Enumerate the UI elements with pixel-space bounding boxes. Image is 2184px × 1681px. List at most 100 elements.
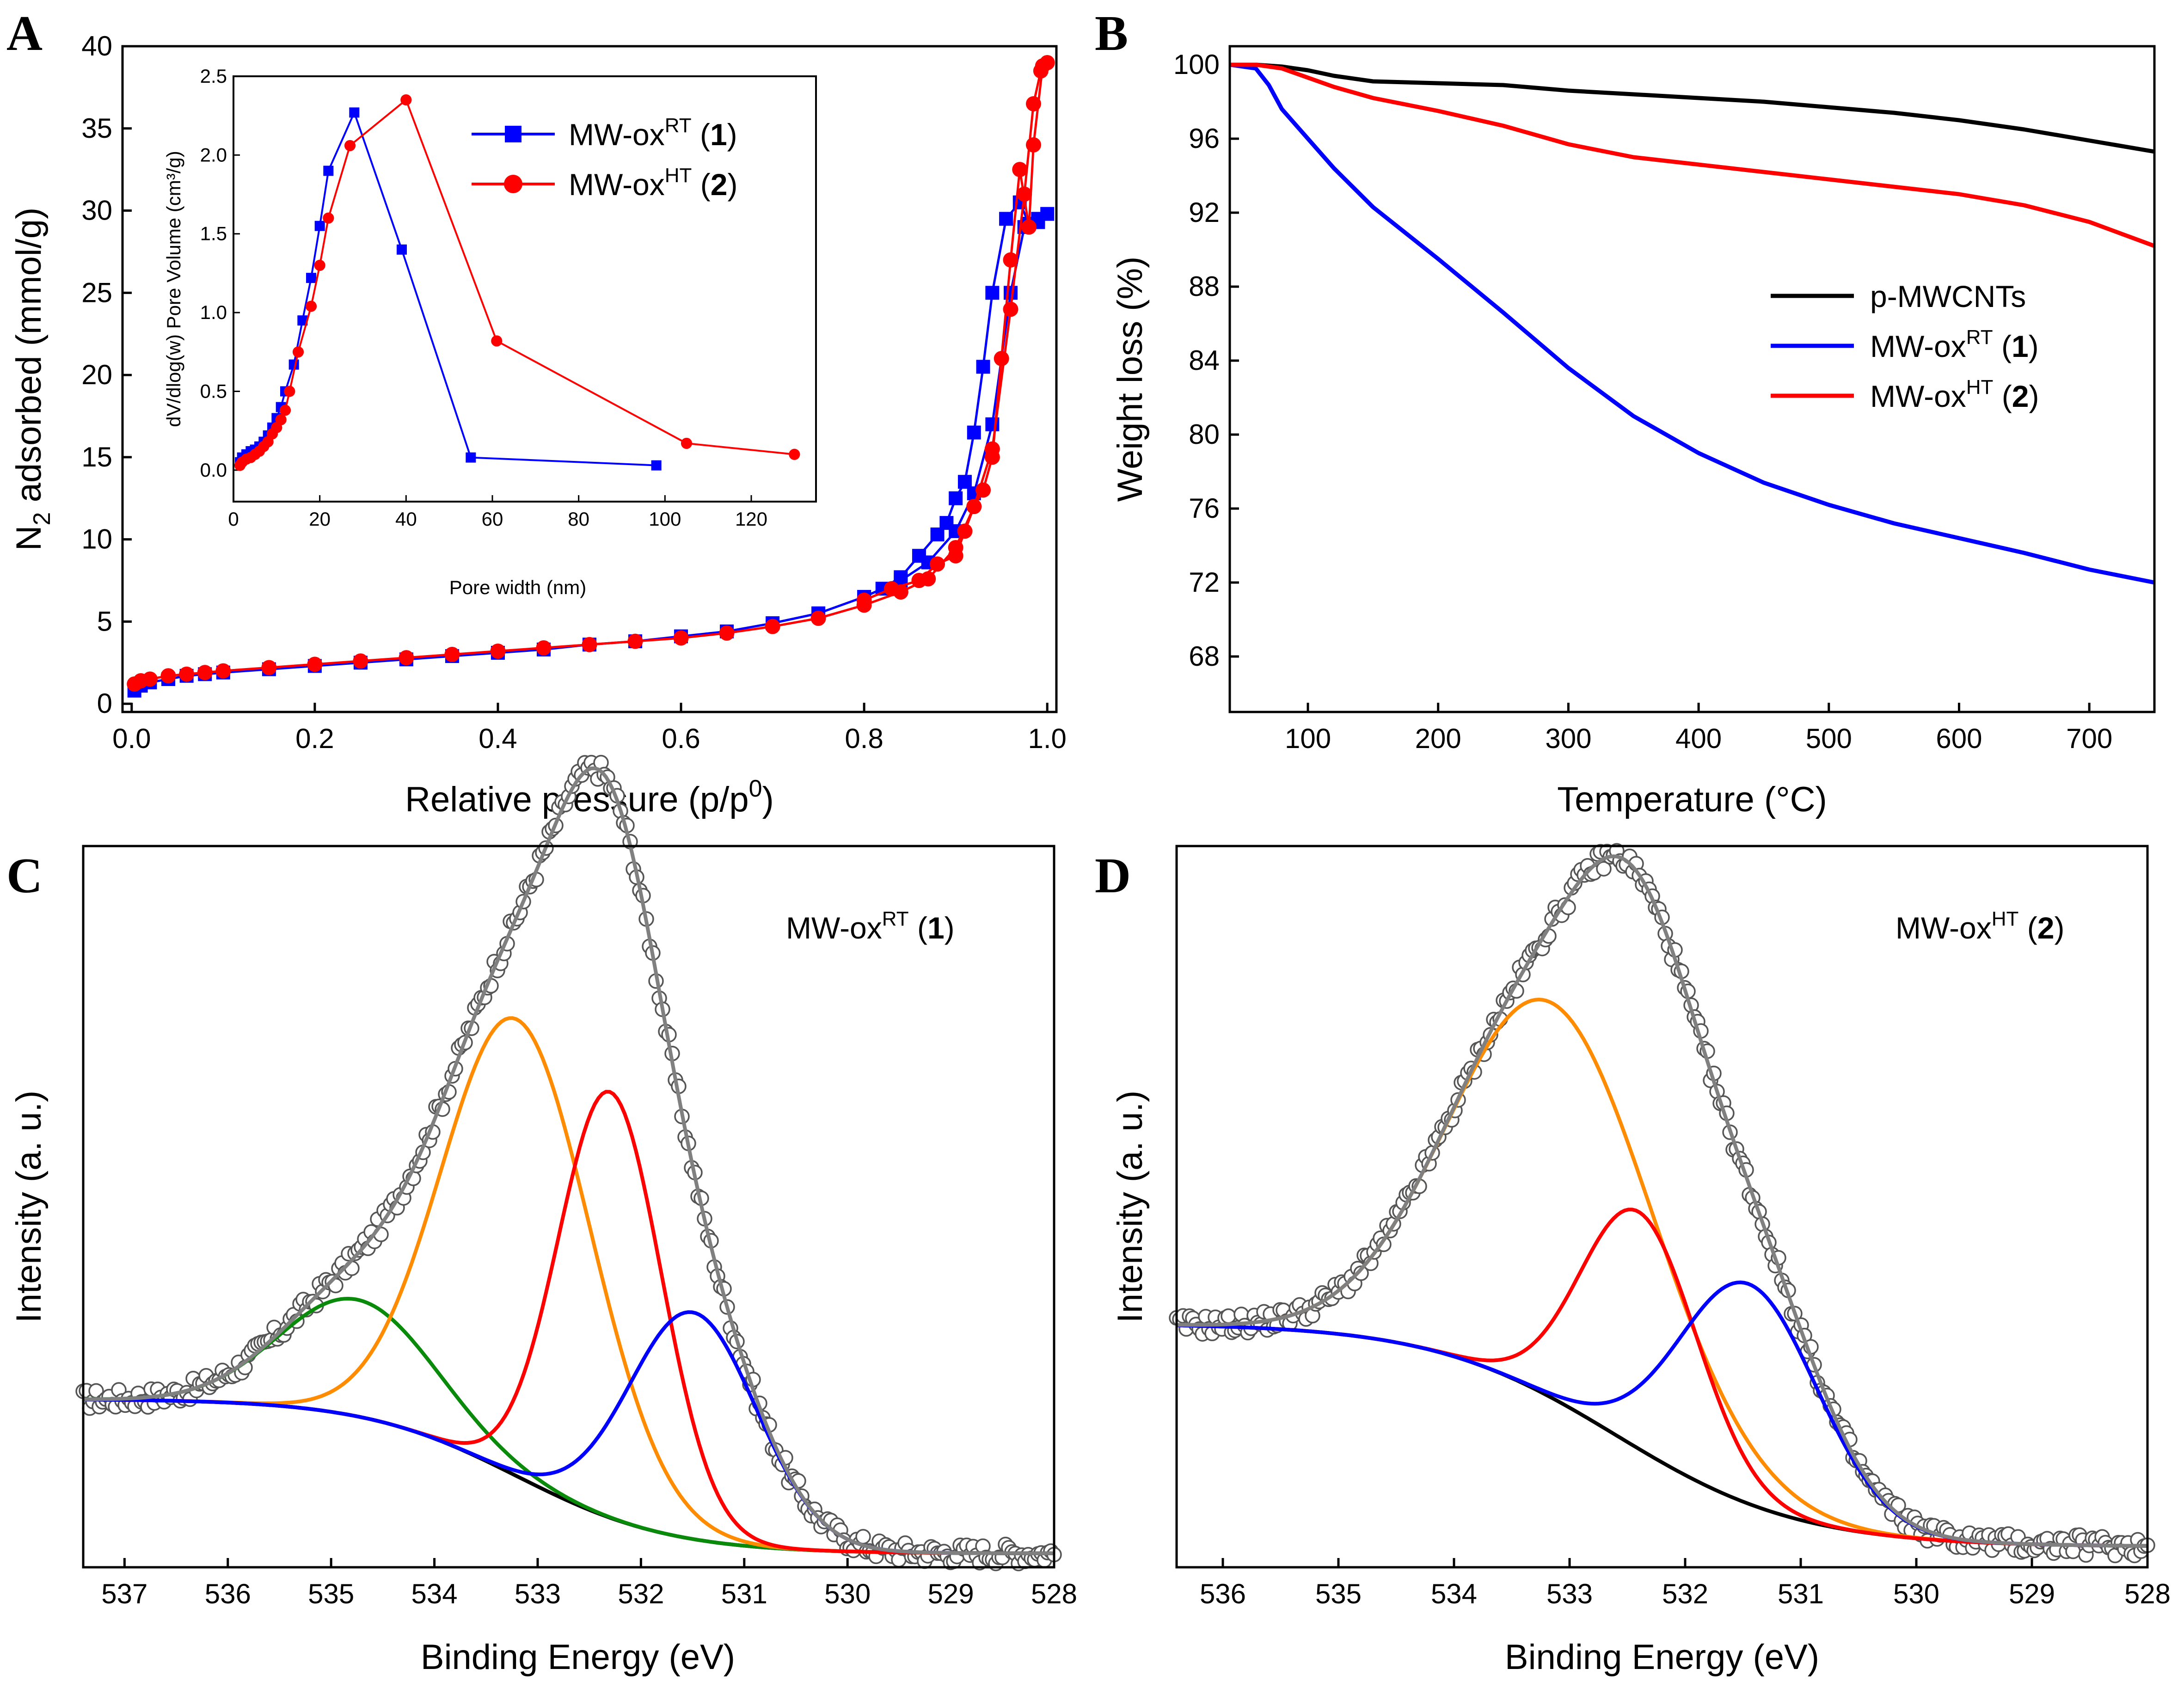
panel-c-xtick-label: 534 xyxy=(411,1578,458,1609)
inset-point xyxy=(323,212,334,224)
panel-a-point xyxy=(627,633,643,649)
panel-a-point xyxy=(1025,137,1041,153)
panel-c-series xyxy=(75,755,1062,1571)
panel-d-data-point xyxy=(1353,1265,1369,1281)
panel-c-xtick-label: 529 xyxy=(928,1578,974,1609)
panel-a-ytick-label: 40 xyxy=(81,31,112,61)
panel-label-b: B xyxy=(1095,6,1128,61)
panel-d-xtick-label: 530 xyxy=(1893,1578,1939,1609)
panel-a-inset: 0 20 40 60 80 100 120 0.0 0.5 1.0 1.5 2.0 2.5 Pore w… xyxy=(163,65,817,598)
panel-a-ticks: 0.0 0.2 0.4 0.6 0.8 1.0 0 5 10 15 20 25 30 35 40 xyxy=(81,31,1067,754)
panel-d-xtick-label: 528 xyxy=(2124,1578,2171,1609)
panel-b-series xyxy=(1229,62,2155,585)
panel-d-x-axis-label: Binding Energy (eV) xyxy=(1505,1638,1819,1677)
panel-a-point xyxy=(142,671,158,687)
panel-d-xtick-label: 534 xyxy=(1431,1578,1477,1609)
panel-d-xtick-label: 532 xyxy=(1662,1578,1708,1609)
panel-b-xtick-label: 500 xyxy=(1806,723,1852,754)
panel-a-point xyxy=(994,351,1009,367)
panel-b-series-line xyxy=(1230,62,2155,248)
inset-point xyxy=(323,166,334,176)
panel-a-point xyxy=(976,360,990,374)
panel-a-ytick-label: 15 xyxy=(81,442,112,472)
panel-a-xtick-label: 0.8 xyxy=(845,723,883,754)
panel-a-point xyxy=(160,668,176,684)
panel-a-point xyxy=(894,570,908,584)
panel-a-xtick-label: 0.6 xyxy=(662,723,700,754)
panel-a-point xyxy=(999,212,1013,226)
panel-b-ticks: 100 200 300 400 500 600 700 68 72 76 80 84 88 92 96 100 xyxy=(1173,49,2112,754)
inset-point xyxy=(400,94,412,106)
inset-xtick-label: 100 xyxy=(649,508,681,530)
inset-point xyxy=(284,386,295,397)
panel-d-xtick-label: 531 xyxy=(1778,1578,1824,1609)
panel-a-point xyxy=(810,610,826,626)
panel-a-point xyxy=(984,449,1000,465)
inset-point xyxy=(491,335,503,347)
panel-a-point xyxy=(884,581,900,596)
inset-xtick-label: 120 xyxy=(735,508,767,530)
panel-a: A 0.0 0.2 0.4 0.6 0.8 1.0 0 5 10 15 20 25 30 35 40 0 20… xyxy=(6,6,1067,819)
inset-ytick-label: 1.0 xyxy=(200,301,227,323)
panel-label-c: C xyxy=(6,848,43,903)
panel-a-point xyxy=(1012,162,1028,178)
inset-ytick-label: 2.5 xyxy=(200,65,227,87)
legend-label-pmwcnts: p-MWCNTs xyxy=(1870,279,2026,313)
panel-a-point xyxy=(930,556,945,572)
inset-series xyxy=(234,94,800,471)
panel-a-point xyxy=(399,650,414,666)
panel-d-xtick-label: 536 xyxy=(1200,1578,1246,1609)
inset-point xyxy=(681,437,693,449)
panel-c-xtick-label: 532 xyxy=(618,1578,664,1609)
panel-d-data-point xyxy=(1221,1308,1236,1324)
panel-a-point xyxy=(673,630,689,646)
panel-c-ticks: 537 536 535 534 533 532 531 530 529 528 xyxy=(101,1558,1077,1609)
panel-a-point xyxy=(261,660,277,675)
panel-b-ytick-label: 92 xyxy=(1189,197,1220,228)
panel-d-annotation: MW-oxHT (2) xyxy=(1896,908,2064,945)
inset-point xyxy=(344,140,356,152)
panel-label-d: D xyxy=(1095,848,1131,903)
panel-c-envelope-line xyxy=(83,766,1055,1555)
inset-xtick-label: 20 xyxy=(309,508,331,530)
inset-point xyxy=(397,244,407,255)
panel-a-axes-frame xyxy=(121,45,1058,713)
panel-c-xtick-label: 533 xyxy=(515,1578,561,1609)
panel-b-ytick-label: 96 xyxy=(1189,123,1220,154)
panel-a-point xyxy=(975,482,991,498)
inset-point xyxy=(297,315,308,326)
panel-a-point xyxy=(582,637,597,652)
panel-c-annotation: MW-oxRT (1) xyxy=(786,908,955,945)
panel-a-point xyxy=(856,592,872,608)
panel-a-xtick-label: 0.4 xyxy=(479,723,517,754)
panel-a-point xyxy=(948,548,963,564)
inset-xtick-label: 0 xyxy=(228,508,239,530)
panel-a-point xyxy=(985,286,1000,300)
panel-b-ytick-label: 76 xyxy=(1189,493,1220,524)
panel-d-data-point xyxy=(1596,861,1612,877)
inset-point xyxy=(789,448,800,460)
panel-a-xtick-label: 1.0 xyxy=(1028,723,1066,754)
inset-point xyxy=(279,405,291,416)
panel-d-y-axis-label: Intensity (a. u.) xyxy=(1110,1091,1150,1323)
panel-b: B 100 200 300 400 500 600 70068727680848892961… xyxy=(1095,6,2156,819)
panel-d-xtick-label: 529 xyxy=(2009,1578,2055,1609)
panel-d-ticks: 536 535 534 533 532 531 530 529 528 xyxy=(1200,1558,2171,1609)
panel-a-point xyxy=(966,499,982,515)
panel-b-ytick-label: 100 xyxy=(1173,49,1220,80)
inset-y-axis-label: dV/dlog(w) Pore Volume (cm³/g) xyxy=(163,151,184,427)
panel-c-xtick-label: 535 xyxy=(308,1578,354,1609)
inset-point xyxy=(651,460,662,471)
panel-b-xtick-label: 100 xyxy=(1285,723,1331,754)
panel-d-axes-frame xyxy=(1175,845,2149,1569)
panel-b-ytick-label: 68 xyxy=(1189,641,1220,672)
panel-a-ytick-label: 10 xyxy=(81,524,112,555)
panel-a-point xyxy=(949,491,963,505)
panel-a-point xyxy=(215,663,231,679)
panel-a-point xyxy=(930,528,945,541)
legend-label-rt: MW-oxRT (1) xyxy=(569,114,737,152)
panel-b-xtick-label: 300 xyxy=(1545,723,1591,754)
panel-a-point xyxy=(307,656,323,672)
panel-c-xtick-label: 528 xyxy=(1031,1578,1077,1609)
panel-c-xtick-label: 531 xyxy=(721,1578,767,1609)
